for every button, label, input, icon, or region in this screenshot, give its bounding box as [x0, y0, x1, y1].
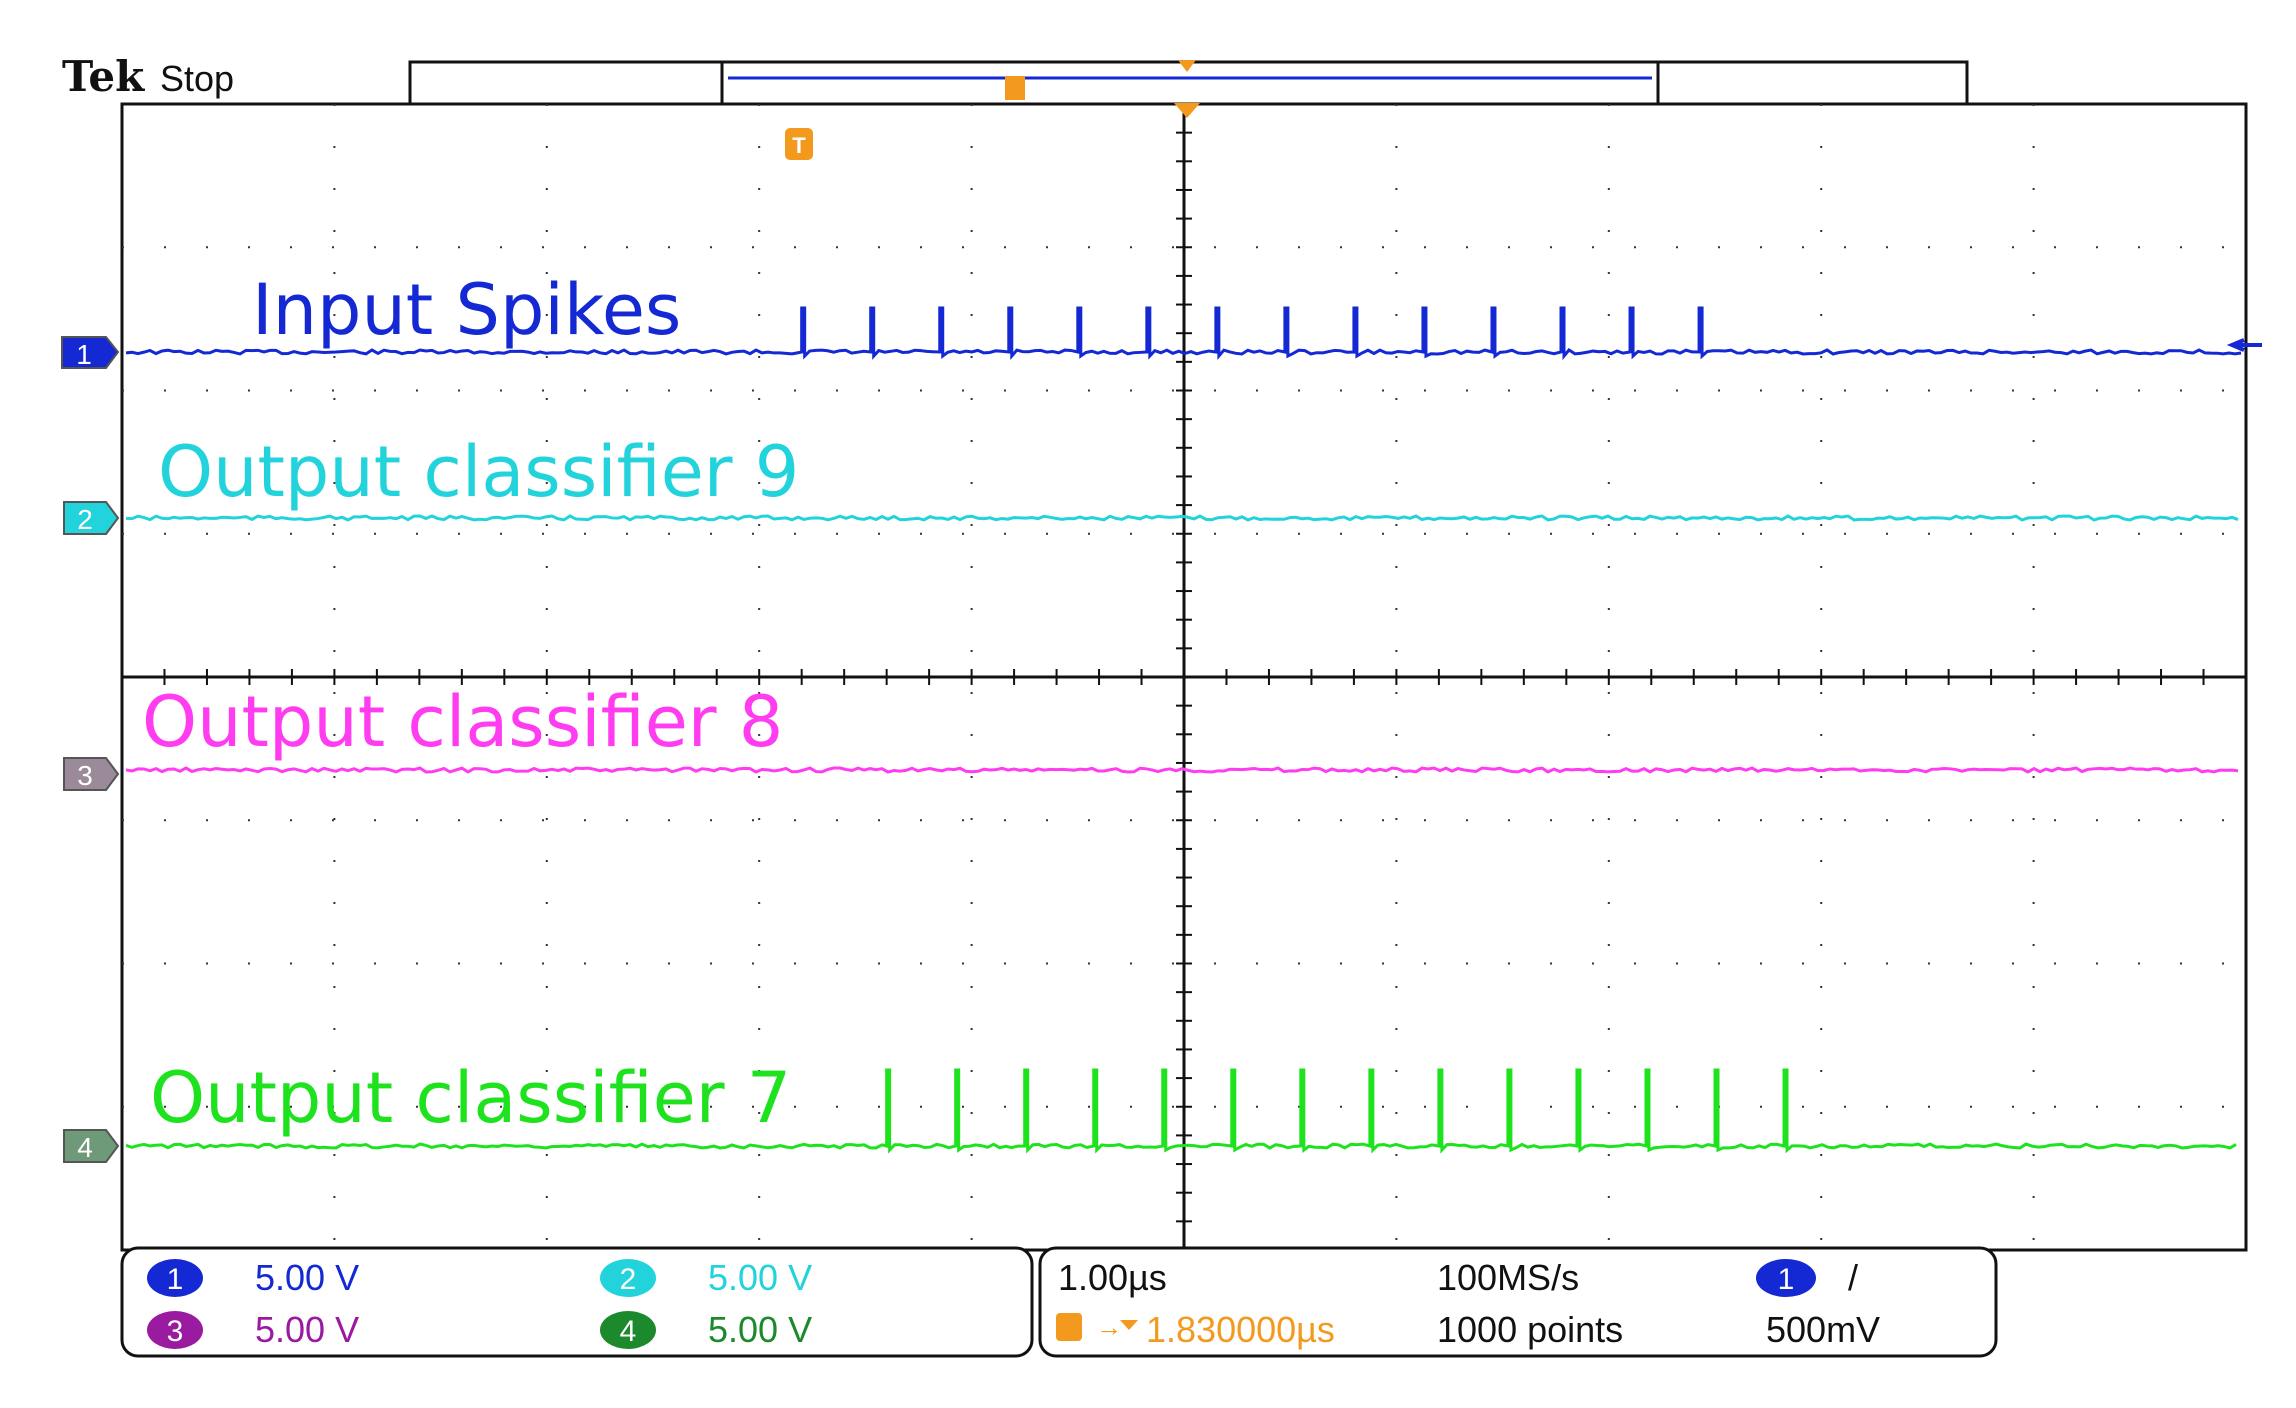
- svg-text:1: 1: [1778, 1263, 1795, 1296]
- svg-text:T: T: [792, 133, 806, 158]
- trace-label-ch4: Output classifier 7: [150, 1057, 791, 1139]
- brand-logo: Tek: [62, 52, 145, 101]
- trigger-offset-icon: [1056, 1313, 1082, 1341]
- ch1-badge-icon: [147, 1259, 203, 1297]
- timebase-readout: 1.00µs: [1058, 1257, 1167, 1298]
- trace-label-ch3: Output classifier 8: [142, 681, 783, 763]
- svg-text:3: 3: [77, 760, 93, 791]
- channel-2-marker[interactable]: 2: [63, 501, 120, 535]
- channel-1-marker[interactable]: 1: [61, 336, 120, 370]
- channel-3-marker[interactable]: 3: [63, 757, 120, 791]
- ch2-scale: 5.00 V: [708, 1257, 812, 1298]
- trigger-point-icon: T: [785, 128, 813, 160]
- ch4-scale: 5.00 V: [708, 1309, 812, 1350]
- svg-text:4: 4: [620, 1315, 637, 1348]
- ch4-badge-icon: [600, 1311, 656, 1349]
- trace-ch4: [125, 1068, 2237, 1154]
- ch3-scale: 5.00 V: [255, 1309, 359, 1350]
- trace-ch3: [125, 766, 2239, 774]
- svg-text:1: 1: [167, 1263, 184, 1296]
- trigger-source-badge-icon: [1756, 1259, 1816, 1297]
- ch3-badge-icon: [147, 1311, 203, 1349]
- trace-ch1: [125, 306, 2242, 361]
- ch1-scale: 5.00 V: [255, 1257, 359, 1298]
- trace-ch2: [125, 514, 2239, 522]
- svg-text:3: 3: [167, 1315, 184, 1348]
- timebase-trigger-panel[interactable]: 1.00µs 100MS/s → 1.830000µs 1000 points …: [1038, 1246, 1998, 1358]
- record-overview-bar[interactable]: [408, 60, 1969, 106]
- trigger-position-overview-marker: [1178, 60, 1196, 72]
- svg-text:1: 1: [76, 339, 92, 370]
- trace-label-ch2: Output classifier 9: [158, 431, 799, 513]
- channel-scale-panel[interactable]: 1 5.00 V 2 5.00 V 3 5.00 V 4 5.00 V: [120, 1246, 1034, 1358]
- trigger-level-readout: 500mV: [1766, 1309, 1880, 1350]
- record-length-readout: 1000 points: [1437, 1309, 1623, 1350]
- trigger-overview-icon: [1005, 76, 1025, 100]
- trigger-position-readout: 1.830000µs: [1146, 1309, 1335, 1350]
- svg-text:2: 2: [620, 1263, 637, 1296]
- channel-4-marker[interactable]: 4: [63, 1129, 120, 1163]
- trigger-slope-icon: /: [1848, 1257, 1858, 1298]
- svg-text:4: 4: [77, 1132, 93, 1163]
- trace-label-ch1: Input Spikes: [252, 269, 681, 351]
- svg-text:2: 2: [77, 504, 93, 535]
- sample-rate-readout: 100MS/s: [1437, 1257, 1579, 1298]
- trigger-position-marker: [1174, 103, 1200, 118]
- left-arrow-icon: [2226, 338, 2262, 352]
- arrow-right-icon: →: [1096, 1312, 1122, 1342]
- ch2-badge-icon: [600, 1259, 656, 1297]
- trigger-pos-icon: [1120, 1320, 1138, 1330]
- run-state-indicator: Stop: [160, 58, 235, 99]
